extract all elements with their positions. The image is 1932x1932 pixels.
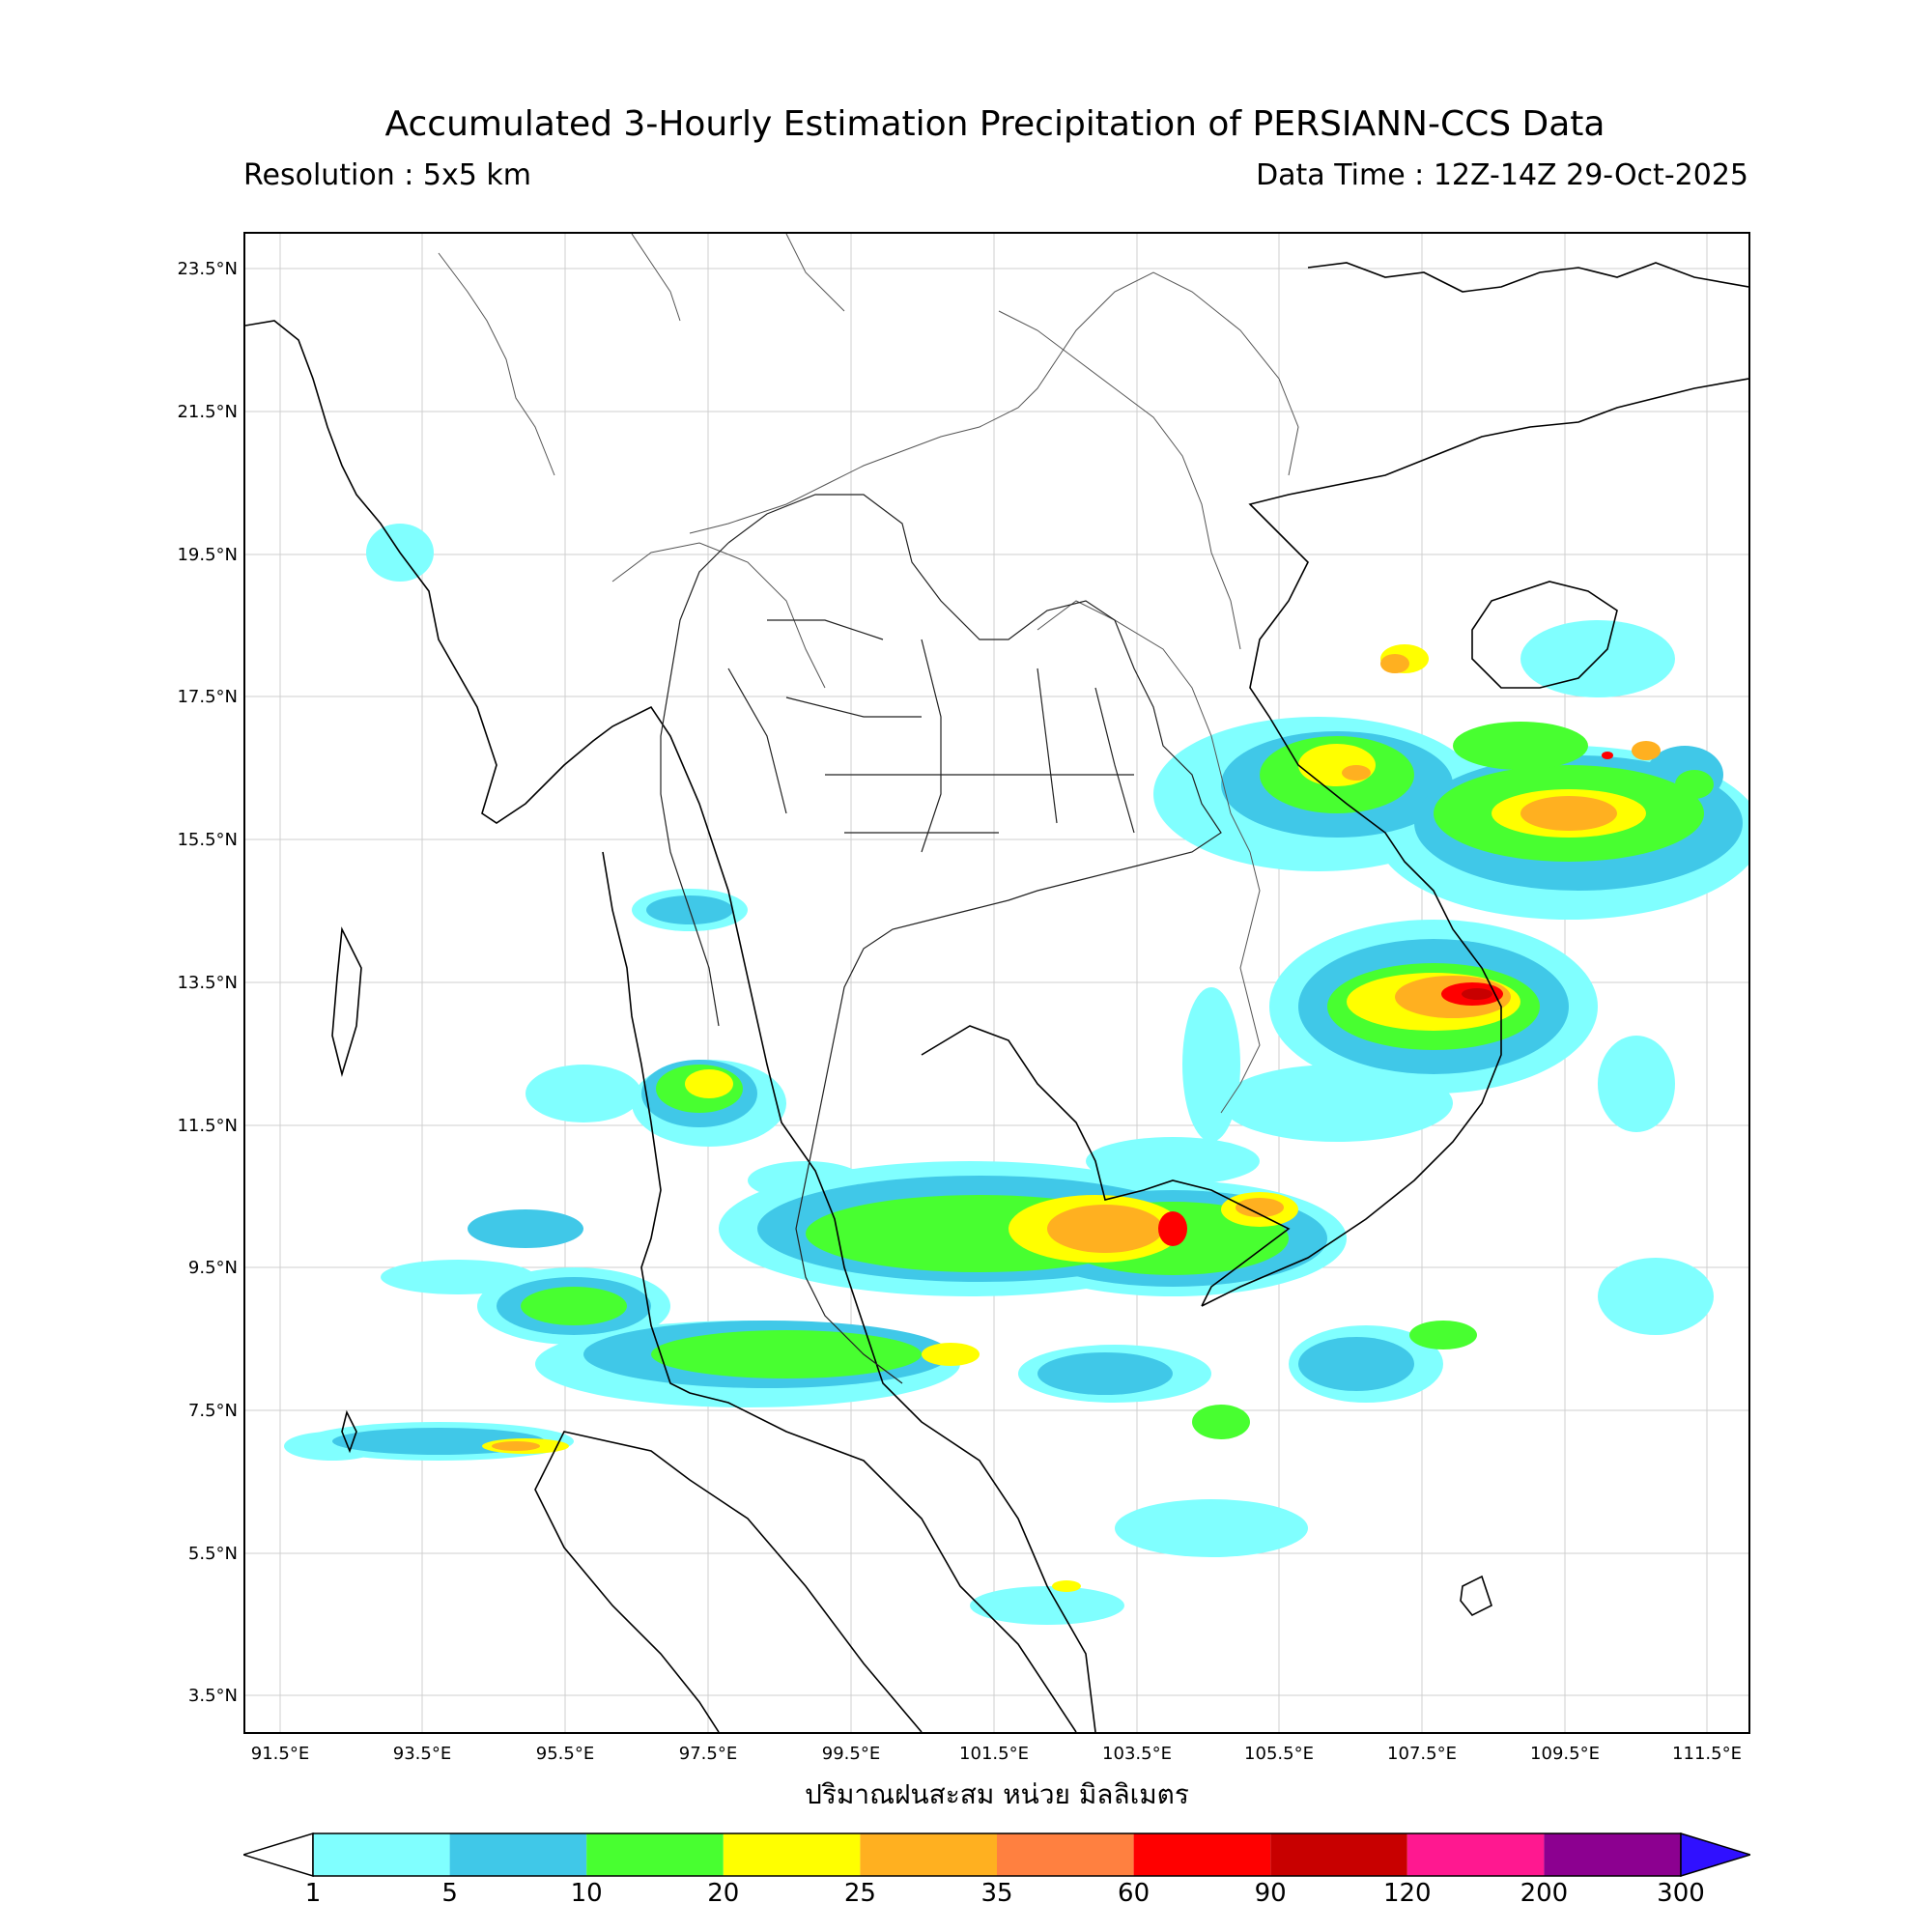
colorbar-cell (860, 1833, 997, 1876)
country-borders (438, 234, 1299, 1114)
colorbar-tick-label: 20 (707, 1879, 740, 1908)
colorbar-tick-label: 200 (1520, 1879, 1569, 1908)
colorbar-tick-label: 60 (1118, 1879, 1151, 1908)
lat-label: 15.5°N (177, 830, 238, 850)
lon-label: 105.5°E (1244, 1744, 1314, 1764)
map-gridlines (245, 234, 1748, 1732)
map-canvas (245, 234, 1748, 1732)
colorbar (243, 1832, 1750, 1878)
colorbar-cell (1133, 1833, 1271, 1876)
colorbar-cell (1406, 1833, 1545, 1876)
lon-label: 107.5°E (1387, 1744, 1457, 1764)
lon-label: 109.5°E (1530, 1744, 1600, 1764)
precipitation-map (243, 232, 1750, 1734)
lat-label: 21.5°N (177, 402, 238, 422)
rainfall-unit-caption: ปริมาณฝนสะสม หน่วย มิลลิเมตร (805, 1778, 1189, 1810)
lon-label: 97.5°E (678, 1744, 738, 1764)
lat-label: 11.5°N (177, 1116, 238, 1136)
map-title: Accumulated 3-Hourly Estimation Precipit… (384, 104, 1605, 144)
lon-label: 91.5°E (250, 1744, 310, 1764)
lon-label: 103.5°E (1102, 1744, 1172, 1764)
colorbar-tick-label: 25 (843, 1879, 876, 1908)
lat-label: 19.5°N (177, 545, 238, 565)
lon-label: 101.5°E (959, 1744, 1029, 1764)
colorbar-tick-label: 1 (304, 1879, 322, 1908)
lat-label: 9.5°N (187, 1258, 238, 1278)
colorbar-cell (313, 1833, 450, 1876)
lat-label: 7.5°N (187, 1401, 238, 1421)
colorbar-cell (449, 1833, 587, 1876)
precipitation-layer-orange (492, 654, 1661, 1451)
colorbar-tick-label: 300 (1657, 1879, 1705, 1908)
resolution-label: Resolution : 5x5 km (243, 158, 531, 192)
coastlines (245, 262, 1748, 1732)
lat-label: 17.5°N (177, 687, 238, 707)
colorbar-under-arrow (243, 1832, 314, 1878)
colorbar-tick-label: 5 (441, 1879, 458, 1908)
colorbar-tick-label: 90 (1254, 1879, 1287, 1908)
colorbar-cell (586, 1833, 724, 1876)
colorbar-cell (723, 1833, 861, 1876)
lat-label: 3.5°N (187, 1686, 238, 1706)
colorbar-over-arrow (1680, 1832, 1750, 1878)
thailand-provinces (660, 494, 1222, 1384)
data-time-label: Data Time : 12Z-14Z 29-Oct-2025 (1256, 158, 1748, 192)
colorbar-cell (997, 1833, 1134, 1876)
lon-label: 99.5°E (821, 1744, 881, 1764)
lat-label: 5.5°N (187, 1544, 238, 1564)
precipitation-layer-light (284, 524, 1748, 1625)
lon-label: 93.5°E (392, 1744, 452, 1764)
colorbar-cell (1544, 1833, 1681, 1876)
precipitation-layer-darkred (1462, 988, 1492, 1000)
lat-label: 13.5°N (177, 973, 238, 993)
colorbar-tick-label: 120 (1382, 1879, 1432, 1908)
colorbar-tick-label: 10 (570, 1879, 603, 1908)
colorbar-tick-label: 35 (980, 1879, 1013, 1908)
colorbar-cell (1270, 1833, 1407, 1876)
colorbar-cells (312, 1833, 1682, 1877)
lon-label: 95.5°E (535, 1744, 595, 1764)
lon-label: 111.5°E (1672, 1744, 1742, 1764)
lat-label: 23.5°N (177, 259, 238, 279)
